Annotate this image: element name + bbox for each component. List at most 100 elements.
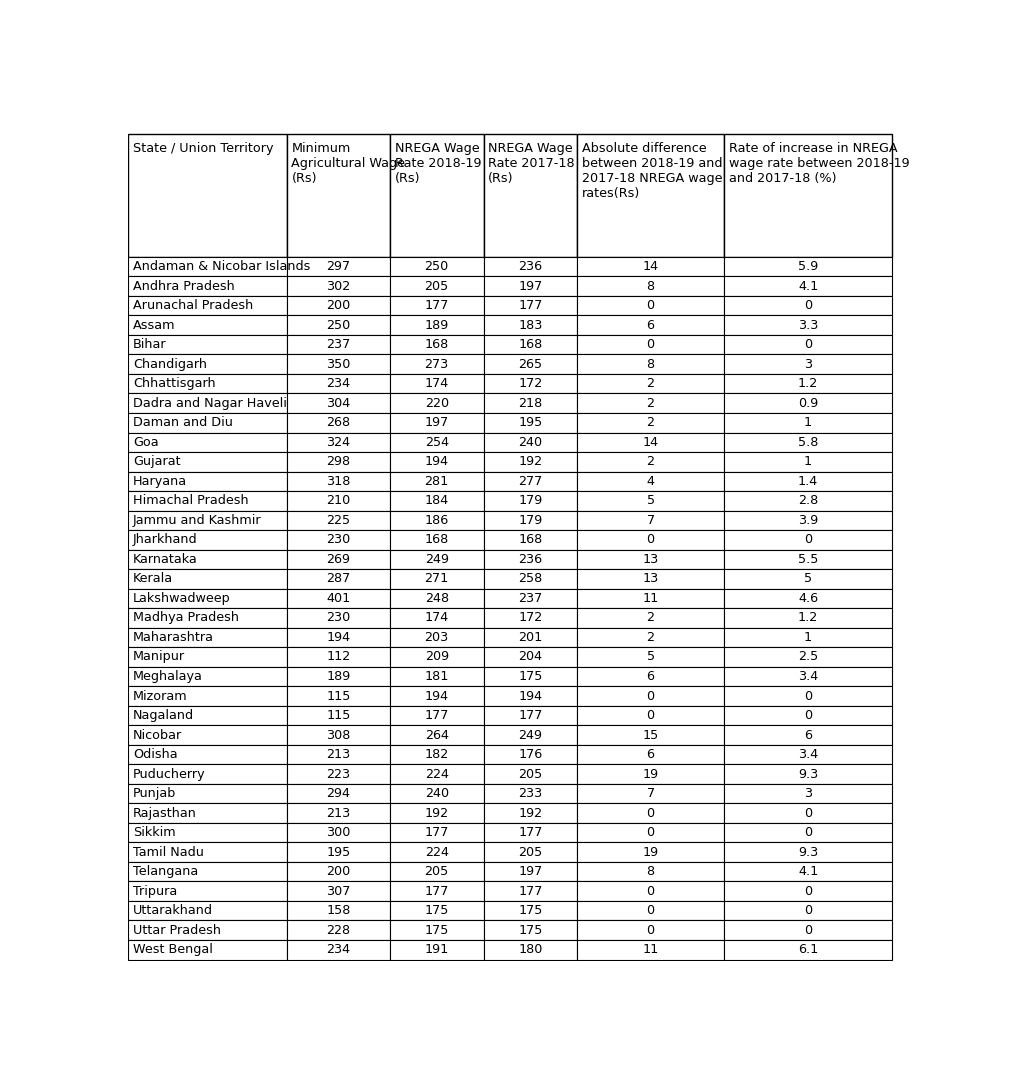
Bar [578,569,724,589]
Text: 234: 234 [327,943,350,956]
Bar [578,647,724,666]
Text: 264: 264 [425,729,449,742]
Text: 175: 175 [518,923,543,936]
Bar [287,881,390,901]
Text: Rate of increase in NREGA
wage rate between 2018-19
and 2017-18 (%): Rate of increase in NREGA wage rate betw… [729,143,909,185]
Bar [578,627,724,647]
Text: 209: 209 [425,650,449,663]
Text: 177: 177 [518,826,543,839]
Text: Uttar Pradesh: Uttar Pradesh [133,923,221,936]
Text: 0.9: 0.9 [798,396,818,409]
Bar [128,608,287,627]
Text: 4.1: 4.1 [798,865,818,878]
Bar [578,901,724,920]
Text: 168: 168 [425,534,449,546]
Text: 204: 204 [518,650,543,663]
Bar [287,940,390,959]
Text: 192: 192 [425,807,449,820]
Text: 186: 186 [425,514,449,527]
Bar [483,627,578,647]
Bar [390,862,483,881]
Bar [128,569,287,589]
Bar [724,335,892,354]
Bar [483,491,578,511]
Bar [390,745,483,765]
Bar [390,134,483,257]
Text: 220: 220 [425,396,449,409]
Text: Kerala: Kerala [133,572,173,585]
Text: 7: 7 [646,787,654,800]
Bar [390,842,483,862]
Bar [287,920,390,940]
Text: 0: 0 [646,807,654,820]
Bar [390,276,483,296]
Text: 177: 177 [425,826,449,839]
Bar [390,666,483,686]
Text: 205: 205 [425,865,449,878]
Text: 14: 14 [642,260,658,273]
Bar [287,550,390,569]
Bar [287,589,390,608]
Text: 287: 287 [327,572,350,585]
Bar [287,901,390,920]
Bar [724,453,892,472]
Text: 0: 0 [646,826,654,839]
Bar [483,726,578,745]
Bar [578,862,724,881]
Text: 250: 250 [425,260,449,273]
Bar [483,354,578,374]
Text: 180: 180 [518,943,543,956]
Bar [390,491,483,511]
Text: 7: 7 [646,514,654,527]
Bar [287,354,390,374]
Bar [390,608,483,627]
Bar [724,296,892,315]
Bar [128,745,287,765]
Text: 115: 115 [326,689,350,702]
Bar [287,862,390,881]
Text: 177: 177 [518,299,543,312]
Text: 184: 184 [425,495,449,508]
Text: 179: 179 [518,495,543,508]
Text: 194: 194 [425,456,449,469]
Text: 158: 158 [326,904,350,917]
Text: Madhya Pradesh: Madhya Pradesh [133,611,239,624]
Text: 0: 0 [646,885,654,897]
Text: Odisha: Odisha [133,748,177,761]
Bar [483,374,578,393]
Text: 0: 0 [804,534,812,546]
Text: 213: 213 [327,807,350,820]
Text: 175: 175 [425,923,449,936]
Bar [724,627,892,647]
Bar [287,647,390,666]
Bar [390,686,483,706]
Text: Jharkhand: Jharkhand [133,534,198,546]
Text: 230: 230 [327,534,350,546]
Bar [287,842,390,862]
Text: State / Union Territory: State / Union Territory [133,143,273,156]
Text: 273: 273 [425,357,449,370]
Bar [578,511,724,530]
Bar [483,276,578,296]
Text: Bihar: Bihar [133,338,166,351]
Bar [390,881,483,901]
Text: 5: 5 [804,572,812,585]
Bar [724,257,892,276]
Bar [578,589,724,608]
Bar [390,706,483,726]
Bar [578,453,724,472]
Text: 189: 189 [327,670,350,683]
Bar [724,374,892,393]
Text: 248: 248 [425,592,449,605]
Bar [390,393,483,413]
Bar [578,842,724,862]
Text: 350: 350 [326,357,350,370]
Bar [578,940,724,959]
Text: 234: 234 [327,377,350,390]
Text: 197: 197 [518,865,543,878]
Bar [724,686,892,706]
Bar [483,881,578,901]
Text: 298: 298 [327,456,350,469]
Bar [724,804,892,823]
Bar [287,608,390,627]
